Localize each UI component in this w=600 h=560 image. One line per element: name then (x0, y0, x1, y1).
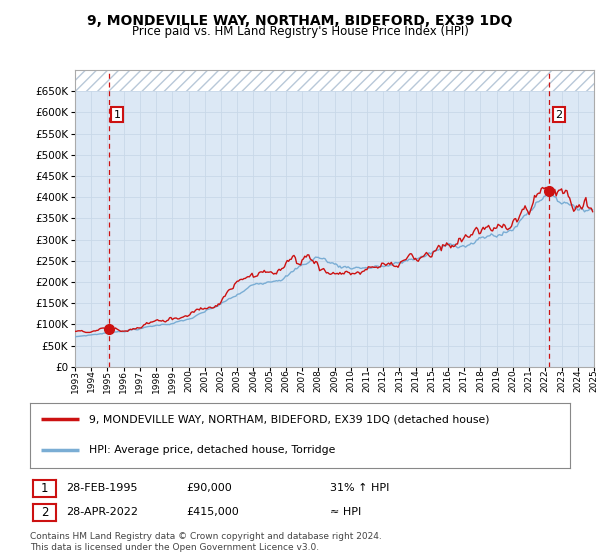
Text: 2016: 2016 (443, 370, 452, 393)
Text: 2014: 2014 (411, 370, 420, 393)
Text: 2015: 2015 (427, 370, 436, 393)
Text: 2003: 2003 (233, 370, 242, 393)
Text: Price paid vs. HM Land Registry's House Price Index (HPI): Price paid vs. HM Land Registry's House … (131, 25, 469, 38)
Text: 9, MONDEVILLE WAY, NORTHAM, BIDEFORD, EX39 1DQ (detached house): 9, MONDEVILLE WAY, NORTHAM, BIDEFORD, EX… (89, 414, 490, 424)
Text: 1995: 1995 (103, 370, 112, 393)
Text: 2000: 2000 (184, 370, 193, 393)
Text: 31% ↑ HPI: 31% ↑ HPI (330, 483, 389, 493)
Text: 2009: 2009 (330, 370, 339, 393)
Text: 2020: 2020 (508, 370, 517, 393)
Text: 2007: 2007 (298, 370, 307, 393)
Text: 28-APR-2022: 28-APR-2022 (66, 507, 138, 517)
Text: 9, MONDEVILLE WAY, NORTHAM, BIDEFORD, EX39 1DQ: 9, MONDEVILLE WAY, NORTHAM, BIDEFORD, EX… (87, 14, 513, 28)
Text: 2018: 2018 (476, 370, 485, 393)
Text: 1993: 1993 (71, 370, 79, 393)
Text: 2025: 2025 (589, 370, 599, 393)
Text: 2022: 2022 (541, 370, 550, 392)
Text: 1994: 1994 (87, 370, 96, 393)
Text: 2002: 2002 (217, 370, 226, 393)
Text: 2004: 2004 (249, 370, 258, 393)
Text: 1996: 1996 (119, 370, 128, 393)
Text: 2006: 2006 (281, 370, 290, 393)
Text: 2021: 2021 (524, 370, 533, 393)
Text: 1999: 1999 (168, 370, 177, 393)
Text: 2024: 2024 (573, 370, 582, 392)
Text: 2023: 2023 (557, 370, 566, 393)
Text: 1: 1 (113, 110, 121, 119)
Text: 2010: 2010 (346, 370, 355, 393)
Text: Contains HM Land Registry data © Crown copyright and database right 2024.
This d: Contains HM Land Registry data © Crown c… (30, 532, 382, 552)
Text: 2: 2 (41, 506, 48, 519)
Text: 1: 1 (41, 482, 48, 495)
Text: 2017: 2017 (460, 370, 469, 393)
Text: 2005: 2005 (265, 370, 274, 393)
Text: 2001: 2001 (200, 370, 209, 393)
Text: 2: 2 (556, 110, 563, 119)
Text: ≈ HPI: ≈ HPI (330, 507, 361, 517)
Text: £90,000: £90,000 (186, 483, 232, 493)
Text: 2013: 2013 (395, 370, 404, 393)
Text: 1998: 1998 (152, 370, 161, 393)
Text: £415,000: £415,000 (186, 507, 239, 517)
Text: HPI: Average price, detached house, Torridge: HPI: Average price, detached house, Torr… (89, 445, 336, 455)
Text: 2011: 2011 (362, 370, 371, 393)
Text: 2008: 2008 (314, 370, 323, 393)
Text: 28-FEB-1995: 28-FEB-1995 (66, 483, 137, 493)
Text: 2012: 2012 (379, 370, 388, 393)
Text: 2019: 2019 (492, 370, 501, 393)
Text: 1997: 1997 (136, 370, 145, 393)
